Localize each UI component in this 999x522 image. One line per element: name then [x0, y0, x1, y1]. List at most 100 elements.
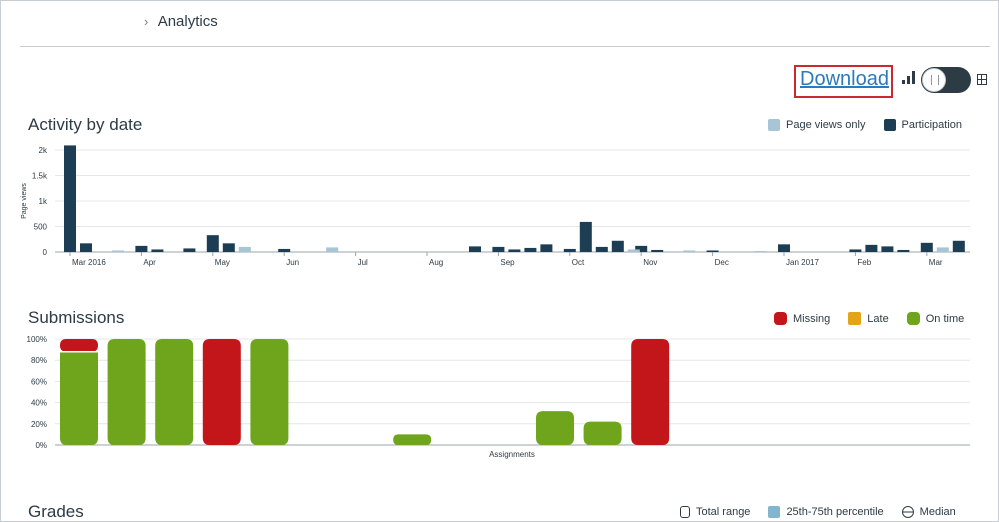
activity-chart: 0 500 1k 1.5k 2k Page views Mar 2016 Apr May Jun J…	[21, 145, 970, 267]
activity-bar	[952, 240, 965, 252]
y-tick-label: 0%	[35, 441, 47, 450]
view-toggle[interactable]	[921, 67, 971, 93]
x-axis-label: Assignments	[489, 450, 535, 459]
activity-bar	[540, 244, 553, 252]
download-link[interactable]: Download	[800, 68, 889, 90]
activity-bar	[151, 249, 164, 252]
x-tick-label: Nov	[643, 258, 657, 267]
toggle-knob	[922, 68, 946, 92]
x-tick-label: Sep	[500, 258, 515, 267]
activity-bar	[64, 145, 76, 252]
legend-swatch-total-range	[680, 506, 690, 518]
legend-label: On time	[925, 312, 965, 325]
x-tick-label: Feb	[857, 258, 871, 267]
chevron-right-icon: ›	[144, 14, 149, 29]
legend-total-range: Total range	[680, 506, 750, 518]
activity-bar	[936, 247, 949, 252]
submission-bar-missing	[60, 339, 98, 352]
legend-percentile: 25th-75th percentile	[768, 506, 884, 518]
y-tick-label: 0	[43, 248, 48, 257]
activity-bar	[579, 221, 592, 252]
activity-bar	[611, 240, 624, 252]
legend-swatch-missing	[774, 312, 787, 325]
submission-bar-missing	[631, 339, 670, 445]
activity-bar	[112, 250, 124, 252]
activity-bar	[897, 249, 910, 252]
activity-bar	[595, 246, 608, 252]
activity-bar	[627, 249, 640, 252]
submission-bar-on-time	[250, 339, 289, 445]
submission-bar-on-time	[60, 351, 98, 445]
submissions-chart: 0% 20% 40% 60% 80% 100% Assignments	[27, 335, 970, 459]
submission-bar-missing	[202, 339, 241, 445]
activity-bar	[563, 248, 576, 252]
x-tick-label: Jan 2017	[786, 258, 819, 267]
legend-participation: Participation	[883, 119, 963, 131]
activity-bar	[706, 250, 719, 252]
activity-bar	[920, 242, 933, 252]
legend-label: Page views only	[786, 119, 866, 131]
submission-bar-on-time	[107, 339, 146, 445]
breadcrumb-current[interactable]: Analytics	[157, 13, 218, 30]
activity-bar	[508, 249, 521, 252]
y-tick-label: 60%	[31, 377, 47, 386]
x-tick-label: Oct	[572, 258, 585, 267]
activity-bar	[849, 249, 862, 252]
legend-missing: Missing	[774, 312, 830, 325]
legend-label: Late	[867, 312, 889, 325]
activity-bar	[683, 250, 696, 252]
activity-bar	[238, 246, 251, 252]
breadcrumb: › Analytics	[144, 13, 218, 30]
grades-legend: Total range 25th-75th percentile Median	[662, 506, 956, 518]
x-tick-label: Apr	[143, 258, 156, 267]
activity-bar	[135, 245, 148, 252]
activity-bar	[80, 243, 92, 252]
submission-bar-on-time	[536, 411, 574, 445]
activity-bar	[326, 247, 339, 252]
submission-bar-on-time	[155, 339, 194, 445]
legend-label: 25th-75th percentile	[786, 506, 884, 518]
legend-swatch-percentile	[768, 506, 781, 518]
grades-title: Grades	[28, 502, 84, 521]
y-tick-label: 20%	[31, 420, 47, 429]
legend-swatch-page-views	[768, 119, 780, 131]
y-tick-label: 100%	[27, 335, 47, 344]
activity-bar	[206, 235, 219, 252]
x-tick-label: May	[215, 258, 230, 267]
x-tick-label: Aug	[429, 258, 443, 267]
graph-bars-icon[interactable]	[902, 70, 916, 84]
activity-bar	[222, 243, 235, 252]
legend-swatch-late	[848, 312, 862, 325]
legend-swatch-median	[901, 506, 914, 518]
legend-swatch-participation	[883, 119, 896, 131]
legend-on-time: On time	[906, 312, 965, 325]
y-tick-label: 1.5k	[32, 172, 48, 181]
legend-label: Median	[919, 506, 956, 518]
header-divider	[20, 46, 990, 47]
activity-bar	[754, 250, 767, 252]
y-tick-label: 80%	[31, 356, 47, 365]
activity-bar	[469, 246, 481, 252]
legend-late: Late	[848, 312, 889, 325]
x-tick-label: Mar 2016	[72, 258, 106, 267]
legend-swatch-on-time	[906, 312, 920, 325]
submissions-legend: Missing Late On time	[756, 312, 964, 325]
x-tick-label: Jul	[358, 258, 368, 267]
y-tick-label: 1k	[39, 197, 48, 206]
legend-median: Median	[901, 506, 956, 518]
x-tick-label: Jun	[286, 258, 299, 267]
activity-bar	[881, 246, 894, 252]
legend-label: Total range	[696, 506, 751, 518]
y-tick-label: 500	[34, 223, 48, 232]
activity-legend: Page views only Participation	[750, 119, 962, 131]
x-tick-label: Dec	[715, 258, 729, 267]
activity-bar	[524, 247, 537, 252]
activity-bar	[778, 244, 790, 252]
table-icon[interactable]	[977, 74, 987, 85]
legend-label: Participation	[901, 119, 963, 131]
activity-bar	[635, 245, 648, 252]
activity-title: Activity by date	[28, 115, 143, 134]
activity-bar	[183, 248, 196, 252]
legend-label: Missing	[793, 312, 831, 325]
y-tick-label: 40%	[31, 399, 47, 408]
